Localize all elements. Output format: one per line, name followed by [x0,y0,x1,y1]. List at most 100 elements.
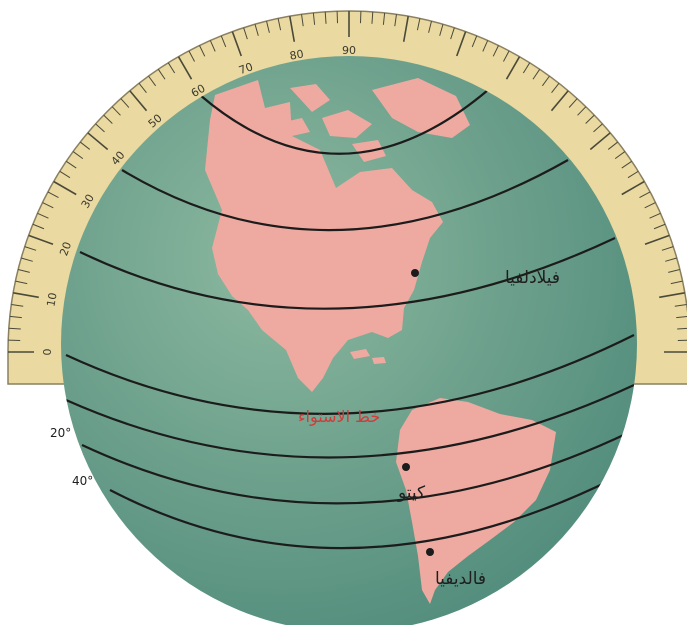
protractor-tick [188,50,195,62]
protractor-tick [541,75,550,87]
protractor-tick [670,280,683,285]
protractor-tick [95,123,105,133]
protractor-tick [288,16,296,42]
protractor-tick [607,141,619,150]
side-degree-label-20: 20° [50,426,71,440]
city-label-valdivia: فالديفيا [435,569,486,589]
protractor-tick [550,90,569,112]
protractor-tick [167,62,176,74]
protractor-tick [254,24,259,36]
protractor-tick [220,35,227,48]
protractor-scale-label: 30 [79,192,97,211]
latitude-line [79,237,616,310]
latitude-line [121,159,569,232]
latitude-line [65,334,635,415]
protractor-tick [505,56,521,80]
caribbean-islands [350,349,386,364]
protractor-tick [21,257,33,262]
protractor-scale-label: 20 [57,240,74,258]
protractor-tick [621,180,645,196]
protractor-tick [659,291,685,299]
protractor-tick [668,269,680,273]
protractor-tick [15,280,28,285]
city-marker-philadelphia [411,269,419,277]
protractor-scale-label: 90 [342,44,356,57]
protractor-tick [18,269,30,273]
protractor-tick [677,327,687,330]
protractor-tick [138,82,147,94]
protractor-tick [301,14,304,27]
protractor-scale-label: 10 [44,292,59,308]
protractor-tick [371,11,374,24]
protractor-tick [627,170,639,179]
globe [61,56,637,625]
protractor-tick [639,191,651,198]
protractor-tick [676,315,687,319]
city-marker-valdivia [426,548,434,556]
protractor-tick [394,14,397,27]
protractor-tick [653,223,666,230]
protractor-tick [111,106,121,116]
protractor-tick [439,24,444,36]
protractor-tick [79,141,91,150]
protractor-scale-label: 80 [289,47,305,62]
protractor-tick [551,82,560,94]
protractor-tick [568,98,578,108]
latitude-line [65,384,635,459]
protractor-tick [492,45,499,57]
arctic-islands [284,84,386,162]
protractor-tick [8,327,21,330]
protractor-tick [209,40,216,52]
protractor-tick [614,151,626,160]
protractor-tick [621,160,632,169]
protractor-tick [87,132,109,151]
protractor-tick [24,246,37,251]
city-label-philadelphia: فيلادلفيا [505,268,560,288]
greenland-landmass [372,78,470,138]
protractor-tick [177,56,193,80]
protractor-tick [577,106,587,116]
protractor-tick [266,21,270,33]
protractor-tick [450,27,455,40]
protractor-tick [674,304,687,307]
protractor-tick [585,114,595,124]
protractor-tick [503,50,510,62]
equator-label: خط الاستواء [298,407,380,427]
protractor-tick [47,191,59,198]
protractor-tick [59,170,71,179]
protractor-tick [593,123,603,133]
protractor-tick [428,21,432,33]
protractor-tick [644,234,670,246]
protractor-tick [402,16,410,42]
protractor-tick [72,151,84,160]
protractor-scale-label: 70 [237,60,255,77]
protractor-scale-label: 60 [189,82,208,100]
protractor-tick [28,234,54,246]
protractor-tick [455,31,467,57]
protractor-tick [522,62,531,74]
protractor-tick [103,114,113,124]
protractor-tick [471,35,478,48]
protractor-tick [42,202,54,209]
protractor-tick [199,45,206,57]
protractor-tick [66,160,77,169]
protractor-tick [120,98,130,108]
protractor-scale-label: 0 [41,349,54,356]
protractor-tick [649,212,661,219]
protractor-tick [37,212,49,219]
protractor-tick [231,31,243,57]
protractor-tick [665,257,677,262]
city-marker-quito [402,463,410,471]
protractor-tick [129,90,148,112]
ocean [61,56,637,625]
side-degree-label-40: 40° [72,474,93,488]
south-america-landmass [396,398,556,604]
protractor-tick [9,315,22,319]
protractor-tick [157,69,166,80]
protractor-tick [661,246,674,251]
protractor-tick [644,202,656,209]
protractor-tick [148,75,157,87]
protractor-tick [32,223,45,230]
